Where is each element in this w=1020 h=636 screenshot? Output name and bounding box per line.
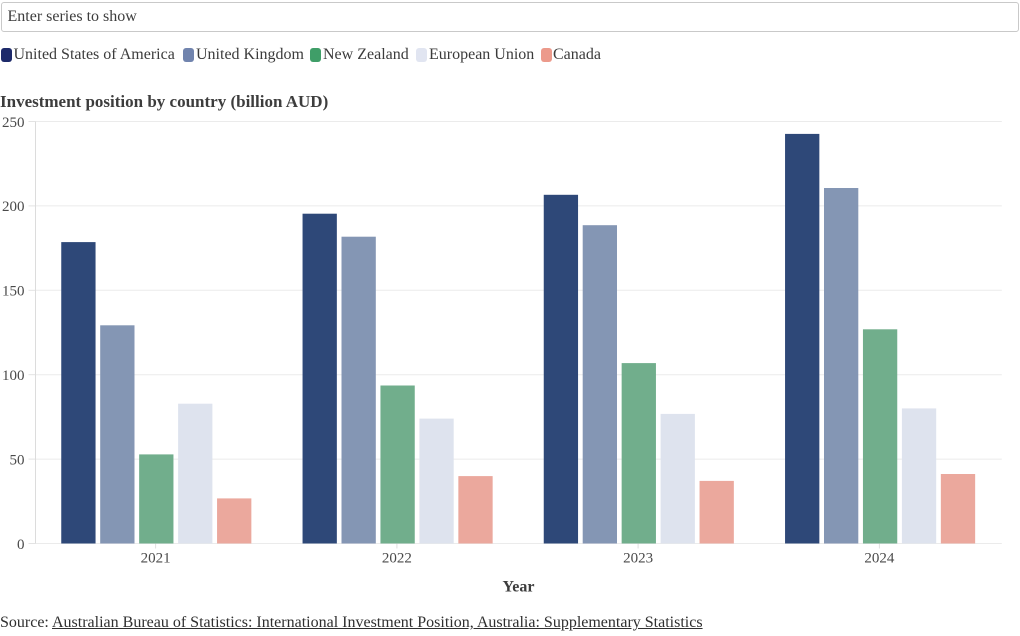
svg-text:100: 100: [2, 368, 25, 384]
svg-text:150: 150: [2, 284, 25, 300]
svg-text:250: 250: [2, 115, 25, 131]
svg-text:2022: 2022: [382, 551, 412, 567]
svg-text:2021: 2021: [141, 551, 171, 567]
svg-text:2023: 2023: [623, 551, 653, 567]
svg-text:2024: 2024: [864, 551, 895, 567]
svg-text:50: 50: [10, 452, 25, 468]
svg-text:200: 200: [2, 199, 25, 215]
svg-text:0: 0: [17, 537, 25, 553]
svg-text:Year: Year: [503, 579, 535, 596]
